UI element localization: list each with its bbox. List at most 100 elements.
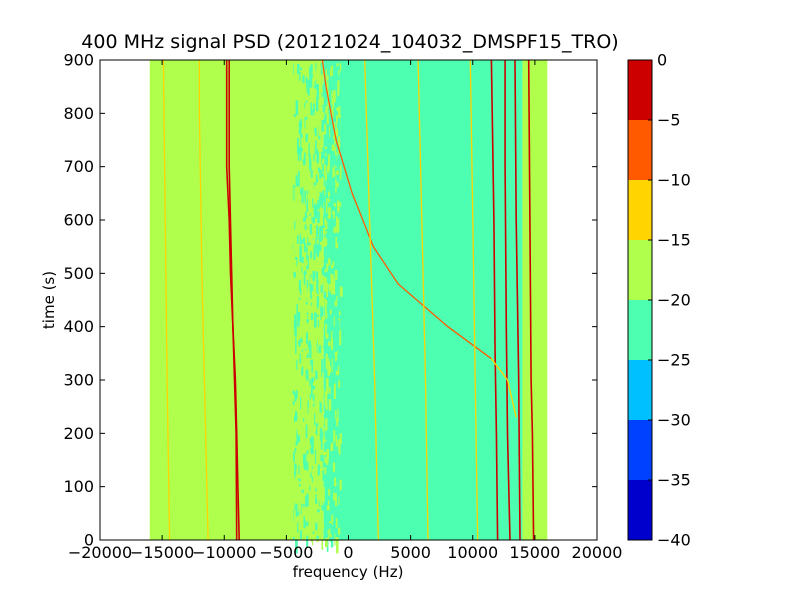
noise-speck bbox=[306, 320, 310, 329]
noise-speck bbox=[293, 64, 297, 75]
noise-speck bbox=[332, 206, 335, 210]
noise-speck bbox=[319, 327, 321, 334]
noise-speck bbox=[331, 226, 333, 231]
noise-speck bbox=[333, 254, 336, 260]
noise-speck bbox=[294, 428, 297, 442]
noise-speck bbox=[328, 181, 330, 191]
noise-speck bbox=[337, 408, 339, 422]
noise-speck bbox=[294, 474, 296, 479]
noise-speck bbox=[305, 424, 308, 439]
colorbar-swatch bbox=[628, 240, 652, 300]
noise-speck bbox=[328, 488, 330, 496]
noise-speck bbox=[297, 283, 300, 291]
noise-speck bbox=[306, 279, 309, 293]
noise-speck bbox=[326, 267, 329, 282]
noise-speck bbox=[315, 230, 317, 246]
noise-speck bbox=[334, 136, 336, 145]
noise-speck bbox=[316, 279, 318, 288]
colorbar-tick-label: −35 bbox=[657, 471, 691, 490]
noise-speck bbox=[338, 527, 341, 535]
noise-speck bbox=[334, 518, 337, 526]
noise-speck bbox=[326, 504, 329, 519]
noise-speck bbox=[302, 159, 305, 163]
noise-speck bbox=[318, 483, 320, 487]
noise-speck bbox=[319, 281, 322, 286]
colorbar-swatch bbox=[628, 480, 652, 540]
noise-speck bbox=[298, 335, 300, 338]
noise-speck bbox=[335, 417, 339, 424]
noise-speck bbox=[336, 265, 340, 271]
noise-speck bbox=[329, 493, 333, 505]
noise-speck bbox=[311, 350, 314, 356]
noise-speck bbox=[302, 149, 304, 160]
noise-speck bbox=[315, 487, 317, 492]
noise-speck bbox=[293, 155, 297, 161]
noise-speck bbox=[307, 352, 309, 355]
noise-speck bbox=[295, 412, 298, 421]
noise-speck bbox=[302, 172, 304, 176]
noise-speck bbox=[299, 353, 301, 365]
noise-speck bbox=[306, 462, 310, 471]
noise-speck bbox=[303, 454, 305, 464]
noise-speck bbox=[295, 191, 298, 200]
noise-speck bbox=[297, 478, 301, 482]
noise-speck bbox=[315, 431, 317, 434]
noise-speck bbox=[314, 285, 316, 300]
noise-speck bbox=[315, 449, 317, 464]
noise-speck bbox=[308, 153, 311, 168]
noise-speck bbox=[321, 159, 325, 164]
noise-speck bbox=[318, 401, 320, 406]
noise-speck bbox=[332, 522, 336, 537]
noise-speck bbox=[301, 243, 305, 249]
noise-speck bbox=[303, 231, 306, 238]
noise-speck bbox=[312, 291, 314, 301]
noise-speck bbox=[293, 415, 296, 423]
noise-speck bbox=[303, 421, 306, 433]
noise-speck bbox=[315, 327, 318, 341]
noise-speck bbox=[293, 470, 297, 475]
noise-speck bbox=[305, 521, 309, 526]
noise-speck bbox=[306, 374, 309, 381]
noise-speck bbox=[338, 496, 340, 505]
noise-speck bbox=[317, 418, 320, 424]
noise-speck bbox=[325, 538, 328, 547]
noise-speck bbox=[310, 436, 314, 445]
noise-speck bbox=[325, 198, 328, 214]
noise-speck bbox=[330, 142, 332, 148]
noise-speck bbox=[336, 166, 339, 175]
noise-speck bbox=[317, 381, 321, 395]
noise-speck bbox=[315, 119, 317, 122]
noise-speck bbox=[314, 182, 317, 186]
colorbar: −40 −35 −30 −25 −20 −15 −10 −5 0 bbox=[627, 51, 691, 550]
noise-speck bbox=[307, 80, 310, 96]
noise-speck bbox=[338, 466, 341, 478]
noise-speck bbox=[310, 283, 312, 300]
noise-speck bbox=[335, 518, 338, 528]
noise-speck bbox=[312, 198, 314, 213]
noise-speck bbox=[314, 261, 316, 273]
noise-speck bbox=[320, 307, 324, 317]
noise-speck bbox=[307, 400, 309, 415]
noise-speck bbox=[334, 427, 338, 434]
noise-speck bbox=[334, 270, 338, 280]
noise-speck bbox=[298, 81, 301, 96]
noise-speck bbox=[319, 400, 322, 413]
noise-speck bbox=[316, 271, 319, 283]
noise-speck bbox=[301, 148, 303, 153]
noise-speck bbox=[336, 360, 339, 368]
noise-speck bbox=[332, 298, 334, 307]
noise-speck bbox=[292, 537, 295, 541]
noise-speck bbox=[311, 498, 315, 509]
noise-speck bbox=[310, 302, 313, 306]
noise-speck bbox=[334, 472, 337, 487]
noise-speck bbox=[313, 203, 316, 220]
noise-speck bbox=[302, 504, 305, 508]
x-axis-label: frequency (Hz) bbox=[293, 563, 404, 581]
noise-speck bbox=[330, 400, 333, 412]
noise-speck bbox=[310, 359, 314, 373]
noise-speck bbox=[331, 514, 334, 525]
noise-speck bbox=[330, 242, 332, 253]
noise-speck bbox=[297, 311, 301, 321]
noise-speck bbox=[323, 88, 326, 91]
